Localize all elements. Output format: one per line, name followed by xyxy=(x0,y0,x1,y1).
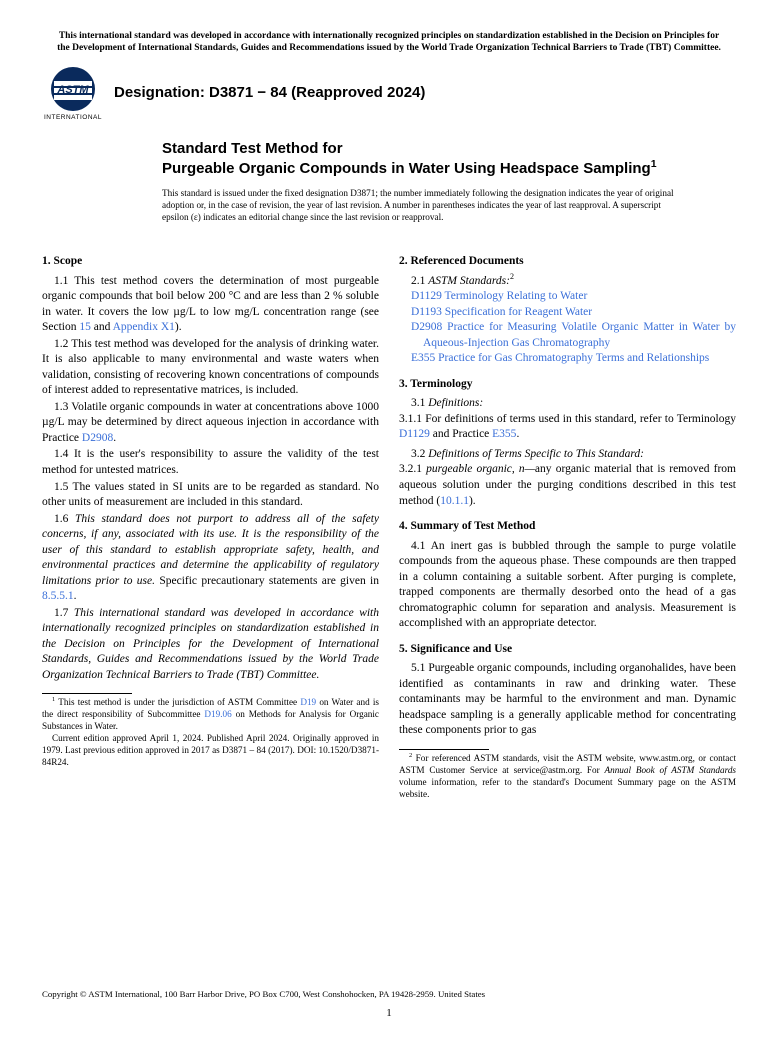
para-5-1: 5.1 Purgeable organic compounds, includi… xyxy=(399,661,736,739)
ref-e355[interactable]: E355 Practice for Gas Chromatography Ter… xyxy=(399,351,736,367)
link-d1906[interactable]: D19.06 xyxy=(204,709,231,719)
para-1-5: 1.5 The values stated in SI units are to… xyxy=(42,480,379,511)
para-4-1: 4.1 An inert gas is bubbled through the … xyxy=(399,539,736,632)
svg-text:ASTM: ASTM xyxy=(56,84,89,96)
title-sup: 1 xyxy=(651,158,657,170)
para-1-6: 1.6 This standard does not purport to ad… xyxy=(42,512,379,605)
copyright: Copyright © ASTM International, 100 Barr… xyxy=(42,989,485,1001)
title-text: Purgeable Organic Compounds in Water Usi… xyxy=(162,160,651,177)
ref-d1193[interactable]: D1193 Specification for Reagent Water xyxy=(399,305,736,321)
para-1-7: 1.7 This international standard was deve… xyxy=(42,606,379,684)
link-8551[interactable]: 8.5.5.1 xyxy=(42,590,74,602)
title-block: Standard Test Method for Purgeable Organ… xyxy=(162,139,676,179)
footnote-1b: Current edition approved April 1, 2024. … xyxy=(42,733,379,769)
left-column: 1. Scope 1.1 This test method covers the… xyxy=(42,244,379,800)
link-section-15[interactable]: 15 xyxy=(79,321,91,333)
para-3-1: 3.1 Definitions: xyxy=(399,396,736,412)
footnote-rule-left xyxy=(42,693,132,694)
link-appendix-x1[interactable]: Appendix X1 xyxy=(113,321,175,333)
link-d19[interactable]: D19 xyxy=(300,697,316,707)
link-d1129[interactable]: D1129 xyxy=(399,428,430,440)
footnote-2: 2 For referenced ASTM standards, visit t… xyxy=(399,753,736,801)
summary-heading: 4. Summary of Test Method xyxy=(399,519,736,535)
title-lead: Standard Test Method for xyxy=(162,139,676,159)
para-1-4: 1.4 It is the user's responsibility to a… xyxy=(42,447,379,478)
para-1-1: 1.1 This test method covers the determin… xyxy=(42,274,379,336)
terminology-heading: 3. Terminology xyxy=(399,377,736,393)
para-3-2-1: 3.2.1 purgeable organic, n—any organic m… xyxy=(399,462,736,509)
designation: Designation: D3871 − 84 (Reapproved 2024… xyxy=(114,83,425,103)
para-1-3: 1.3 Volatile organic compounds in water … xyxy=(42,400,379,447)
ref-d2908[interactable]: D2908 Practice for Measuring Volatile Or… xyxy=(399,320,736,351)
para-3-2: 3.2 Definitions of Terms Specific to Thi… xyxy=(399,447,736,463)
title-main: Purgeable Organic Compounds in Water Usi… xyxy=(162,159,676,179)
significance-heading: 5. Significance and Use xyxy=(399,642,736,658)
issue-note: This standard is issued under the fixed … xyxy=(162,188,676,224)
link-e355[interactable]: E355 xyxy=(492,428,516,440)
right-column: 2. Referenced Documents 2.1 ASTM Standar… xyxy=(399,244,736,800)
footnote-1: 1 This test method is under the jurisdic… xyxy=(42,697,379,733)
top-disclaimer: This international standard was develope… xyxy=(42,30,736,55)
ref-d1129[interactable]: D1129 Terminology Relating to Water xyxy=(399,289,736,305)
page-number: 1 xyxy=(0,1006,778,1021)
link-d2908[interactable]: D2908 xyxy=(82,432,113,444)
astm-logo: ASTM INTERNATIONAL xyxy=(42,65,104,121)
refdocs-heading: 2. Referenced Documents xyxy=(399,254,736,270)
para-1-2: 1.2 This test method was developed for t… xyxy=(42,337,379,399)
para-2-1: 2.1 ASTM Standards:2 xyxy=(399,274,736,290)
header-row: ASTM INTERNATIONAL Designation: D3871 − … xyxy=(42,65,736,121)
para-3-1-1: 3.1.1 For definitions of terms used in t… xyxy=(399,412,736,443)
svg-text:INTERNATIONAL: INTERNATIONAL xyxy=(44,114,102,121)
scope-heading: 1. Scope xyxy=(42,254,379,270)
link-1011[interactable]: 10.1.1 xyxy=(440,495,469,507)
footnote-rule-right xyxy=(399,749,489,750)
